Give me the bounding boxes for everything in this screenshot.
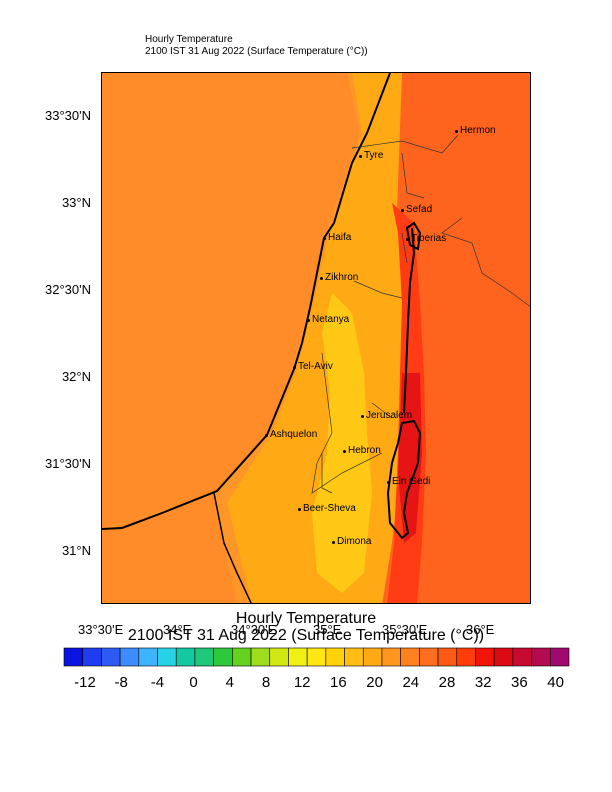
lat-label-3: 32°30'N: [45, 282, 91, 297]
lon-label-1: 33°30'E: [78, 622, 124, 637]
colorbar-cell: [157, 647, 177, 667]
colorbar-cell: [437, 647, 458, 667]
city-label: Tel-Aviv: [298, 361, 333, 372]
colorbar-cell: [362, 647, 383, 667]
colorbar-cell: [549, 647, 570, 667]
city-dot: [455, 130, 458, 133]
colorbar-cell: [213, 647, 233, 667]
colorbar-title-line-1: Hourly Temperature: [235, 610, 377, 627]
colorbar-cell: [344, 647, 364, 667]
lat-label-5: 31°30'N: [45, 456, 91, 471]
city-dot: [361, 415, 364, 418]
colorbar-title: Hourly Temperature 2100 IST 31 Aug 2022 …: [0, 610, 612, 644]
city-dot: [307, 319, 310, 322]
colorbar-cell: [381, 647, 401, 667]
colorbar-tick-label: 36: [511, 674, 528, 691]
temperature-map: Hermon Tyre Sefad Haifa Tiberias Zikhron Netan…: [101, 72, 531, 604]
colorbar-cell: [288, 647, 308, 667]
lon-label-3: 34°30'E: [231, 622, 277, 637]
colorbar-tick-label: 4: [225, 674, 234, 691]
title-line-1: Hourly Temperature: [145, 34, 233, 45]
city-label: Zikhron: [325, 272, 359, 283]
dead-sea-hot-zone: [398, 373, 422, 543]
colorbar-cell: [475, 647, 495, 667]
colorbar-cell: [232, 647, 252, 667]
colorbar-cell: [119, 647, 140, 667]
colorbar-title-line-2: 2100 IST 31 Aug 2022 (Surface Temperatur…: [127, 627, 485, 644]
colorbar-cell: [306, 647, 327, 667]
city-dot: [265, 434, 268, 437]
colorbar-cell: [82, 647, 102, 667]
city-label: Dimona: [337, 536, 372, 547]
colorbar-cell: [63, 647, 84, 667]
colorbar-cell: [325, 647, 345, 667]
colorbar-cell: [493, 647, 514, 667]
colorbar-cell: [101, 647, 121, 667]
city-label: Hermon: [460, 125, 496, 136]
lon-label-5: 35°30'E: [382, 622, 428, 637]
colorbar-tick-label: 28: [438, 674, 456, 691]
dead-sea: [386, 419, 422, 540]
city-dot: [401, 209, 404, 212]
city-label: Beer-Sheva: [303, 503, 356, 514]
colorbar-tick-label: 12: [293, 674, 311, 691]
colorbar-cell: [194, 647, 214, 667]
city-dot: [323, 237, 326, 240]
city-dot: [298, 508, 301, 511]
colorbar-cell: [456, 647, 476, 667]
city-dot: [387, 481, 390, 484]
city-dot: [406, 238, 409, 241]
city-label: Haifa: [328, 232, 352, 243]
lon-label-4: 35°E: [313, 622, 342, 637]
colorbar-cell: [138, 647, 158, 667]
city-dot: [332, 541, 335, 544]
negev-border: [213, 492, 252, 603]
city-dot: [320, 277, 323, 280]
city-label: Hebron: [348, 445, 381, 456]
colorbar-cell: [269, 647, 289, 667]
colorbar-tick-label: 16: [330, 674, 347, 691]
colorbar-tick-label: -4: [150, 674, 165, 691]
colorbar-cell: [175, 647, 196, 667]
city-label: Tiberias: [411, 233, 447, 244]
sea-of-galilee: [405, 221, 422, 251]
colorbar-tick-label: -12: [74, 674, 96, 691]
city-label: Ashquelon: [270, 429, 318, 440]
colorbar-tick-label: 8: [261, 674, 271, 691]
city-dot: [359, 155, 362, 158]
city-label: Jerusalem: [366, 410, 413, 421]
colorbar-tick-label: 40: [547, 674, 564, 691]
city-dot: [343, 450, 346, 453]
map-svg: [102, 73, 530, 603]
lon-label-2: 34°E: [163, 622, 192, 637]
city-label: Sefad: [406, 204, 433, 215]
lat-label-1: 33°30'N: [45, 108, 91, 123]
colorbar-cell: [512, 647, 532, 667]
colorbar-cell: [531, 647, 551, 667]
city-dot: [293, 366, 296, 369]
city-label: Netanya: [312, 314, 350, 325]
colorbar-tick-label: 24: [402, 674, 420, 691]
colorbar-cell: [400, 647, 420, 667]
colorbar-tick-label: 20: [366, 674, 383, 691]
colorbar-tick-label: -8: [114, 674, 128, 691]
lon-label-6: 36°E: [466, 622, 495, 637]
colorbar-tick-label: 0: [189, 674, 198, 691]
colorbar-cell: [250, 647, 271, 667]
hills-zone: [312, 293, 372, 593]
title-line-2: 2100 IST 31 Aug 2022 (Surface Temperatur…: [145, 46, 368, 57]
border-lines: [311, 134, 530, 494]
lat-label-2: 33°N: [61, 195, 91, 210]
lat-label-4: 32°N: [61, 369, 91, 384]
jordan-river: [403, 227, 416, 414]
colorbar-cell: [419, 647, 439, 667]
colorbar-tick-label: 32: [474, 674, 492, 691]
lat-label-6: 31°N: [61, 543, 91, 558]
colorbar: [63, 647, 570, 667]
coastline: [102, 73, 391, 530]
map-title: Hourly Temperature 2100 IST 31 Aug 2022 …: [145, 34, 368, 58]
city-label: Tyre: [364, 150, 384, 161]
city-label: Ein Gedi: [392, 476, 431, 487]
